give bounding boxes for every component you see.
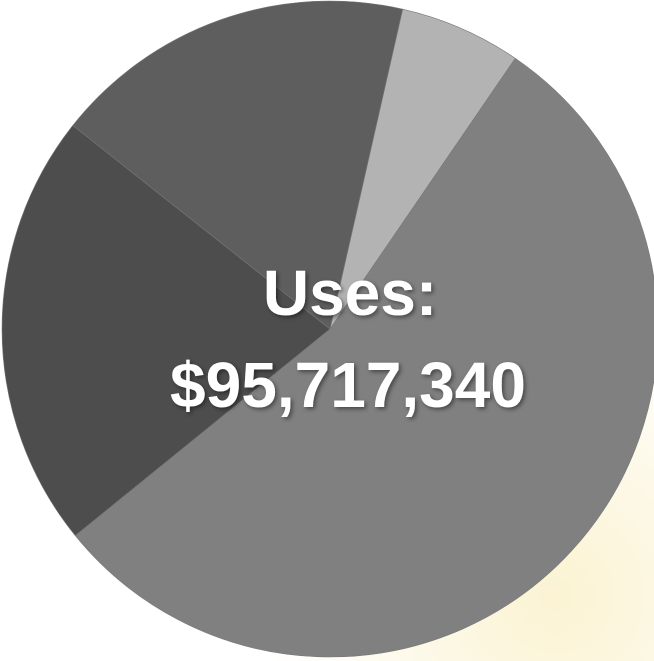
pie-slice	[1, 125, 331, 537]
pie-slice	[74, 57, 654, 658]
center-label: Uses:	[263, 257, 437, 329]
pie-slice	[72, 0, 404, 330]
pie-slice	[329, 8, 516, 330]
center-value: $95,717,340	[170, 349, 526, 421]
